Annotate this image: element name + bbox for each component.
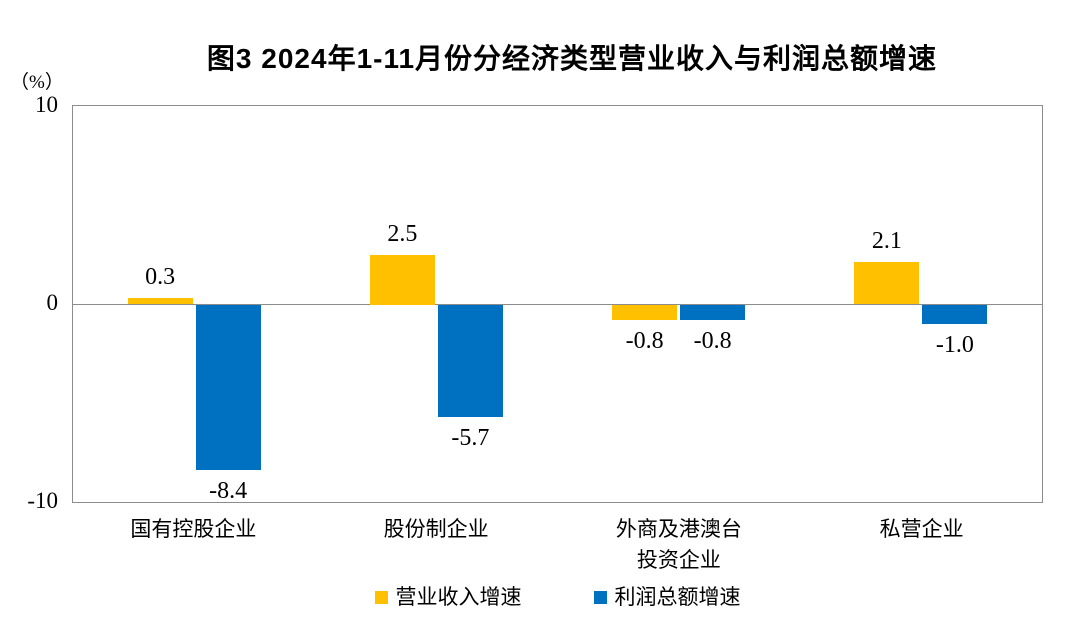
bar-营业收入增速-1 (127, 298, 193, 305)
chart-legend: 营业收入增速 利润总额增速 (72, 584, 1043, 610)
legend-item-profit: 利润总额增速 (593, 584, 741, 610)
x-axis-category-label: 私营企业 (879, 517, 964, 541)
revenue-series-swatch-icon (374, 590, 388, 604)
bar-value-label: 2.1 (871, 228, 902, 255)
zero-baseline (73, 304, 1042, 305)
bar-value-label: 0.3 (145, 264, 176, 291)
bar-利润总额增速-2 (437, 305, 503, 417)
y-axis-tick-label: 0 (46, 290, 59, 315)
bar-利润总额增速-4 (922, 305, 988, 324)
bar-利润总额增速-3 (680, 305, 746, 320)
legend-label-profit: 利润总额增速 (614, 585, 741, 609)
x-axis-category-label: 股份制企业 (383, 517, 489, 541)
bar-value-label: -8.4 (209, 478, 248, 505)
bar-value-label: -5.7 (451, 424, 490, 451)
x-axis-category-label: 国有控股企业 (130, 517, 257, 541)
bar-营业收入增速-4 (854, 262, 920, 305)
x-axis-category-labels: 国有控股企业 股份制企业 外商及港澳台 投资企业 私营企业 (72, 514, 1043, 576)
y-axis-tick-label: -10 (27, 488, 58, 513)
bar-value-label: -1.0 (935, 331, 974, 358)
x-axis-category-label: 外商及港澳台 投资企业 (615, 517, 742, 572)
y-axis-tick-label: 10 (35, 92, 58, 117)
bar-value-label: -0.8 (693, 327, 732, 354)
legend-item-revenue: 营业收入增速 (374, 584, 522, 610)
bar-营业收入增速-3 (612, 305, 678, 320)
plot-area: 0.3 2.5 -0.8 2.1 -8.4 -5.7 -0.8 -1.0 (72, 105, 1043, 505)
y-axis-unit-label: （%） (10, 72, 64, 93)
bar-营业收入增速-2 (369, 254, 435, 305)
profit-series-swatch-icon (593, 590, 607, 604)
legend-label-revenue: 营业收入增速 (395, 585, 522, 609)
bar-value-label: -0.8 (625, 327, 664, 354)
chart-title: 图3 2024年1-11月份分经济类型营业收入与利润总额增速 (206, 43, 938, 74)
bar-利润总额增速-1 (195, 305, 261, 470)
bar-value-label: 2.5 (387, 220, 418, 247)
